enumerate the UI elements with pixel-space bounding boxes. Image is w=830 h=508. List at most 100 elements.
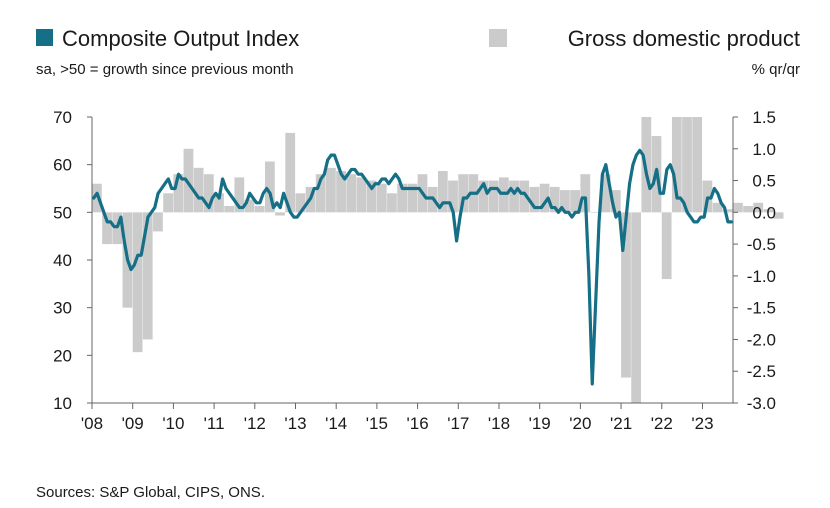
left-tick-label: 30 <box>53 299 72 318</box>
right-tick-label: -1.5 <box>747 299 776 318</box>
x-tick-label: '12 <box>244 414 266 433</box>
gdp-bar <box>488 180 499 213</box>
gdp-bar <box>763 209 774 213</box>
gdp-bar <box>560 190 570 213</box>
gdp-bar <box>356 177 367 213</box>
x-axis-ticks: '08 '09 '10 '11 '12 '13 '14 '15 '16 '17 '18 '19 '20 '… <box>81 403 714 433</box>
bar-legend-swatch <box>489 29 507 47</box>
gdp-bar <box>285 132 296 213</box>
right-tick-label: -3.0 <box>747 394 776 413</box>
gdp-bar <box>682 117 692 213</box>
left-tick-label: 40 <box>53 251 72 270</box>
line-legend-subtitle: sa, >50 = growth since previous month <box>36 61 294 78</box>
gdp-bar <box>397 183 408 213</box>
gdp-bar <box>214 193 224 213</box>
gdp-bar <box>621 212 631 378</box>
source-note: Sources: S&P Global, CIPS, ONS. <box>36 484 265 501</box>
x-tick-label: '09 <box>122 414 144 433</box>
line-legend-swatch <box>36 29 53 46</box>
bar-legend-label: Gross domestic product <box>568 26 800 51</box>
right-axis-ticks: 1.5 1.0 0.5 0.0 -0.5 -1.0 -1.5 -2.0 -2.5 -3.0 <box>733 108 776 413</box>
x-tick-label: '10 <box>162 414 184 433</box>
gdp-bar <box>610 190 621 213</box>
x-tick-label: '23 <box>691 414 713 433</box>
bar-legend-subtitle: % qr/qr <box>752 61 800 78</box>
gdp-bar <box>448 180 458 213</box>
gdp-bar <box>407 183 418 213</box>
gdp-bar <box>193 167 204 213</box>
gdp-bar <box>315 174 326 213</box>
gdp-bar <box>539 183 550 213</box>
gdp-bar <box>529 186 540 213</box>
x-tick-label: '17 <box>447 414 469 433</box>
gdp-bar <box>183 148 194 213</box>
gdp-bar <box>163 193 173 213</box>
right-tick-label: 0.0 <box>752 203 776 222</box>
gdp-bar <box>366 180 377 213</box>
gdp-bar <box>437 171 448 213</box>
pmi-line <box>92 148 733 386</box>
gdp-bar <box>570 190 580 213</box>
right-tick-label: -2.0 <box>747 330 776 349</box>
left-tick-label: 60 <box>53 156 72 175</box>
pmi-line-group <box>92 148 733 386</box>
left-tick-label: 50 <box>53 203 72 222</box>
gdp-bar <box>458 174 469 213</box>
gdp-bar <box>590 212 601 213</box>
right-tick-label: -0.5 <box>747 235 776 254</box>
gdp-bar <box>173 174 184 213</box>
x-tick-label: '15 <box>366 414 388 433</box>
gdp-bar <box>234 177 245 213</box>
left-tick-label: 10 <box>53 394 72 413</box>
x-tick-label: '20 <box>569 414 591 433</box>
line-legend-label: Composite Output Index <box>62 26 299 51</box>
left-axis-ticks: 70 60 50 40 30 20 10 <box>53 108 92 413</box>
gdp-bar <box>600 174 611 213</box>
left-tick-label: 70 <box>53 108 72 127</box>
gdp-bar <box>712 202 723 213</box>
gdp-bar <box>244 199 255 213</box>
gdp-bar <box>692 117 703 213</box>
gdp-bar <box>549 186 560 213</box>
gdp-bar <box>387 193 397 213</box>
gdp-bar <box>132 212 143 353</box>
gdp-bar <box>733 202 743 213</box>
gdp-bar <box>722 209 733 213</box>
right-tick-label: -2.5 <box>747 362 776 381</box>
gdp-bar <box>478 180 489 213</box>
right-tick-label: -1.0 <box>747 267 776 286</box>
gdp-bar <box>509 180 519 213</box>
gdp-bar <box>519 180 530 213</box>
gdp-bar <box>743 205 753 213</box>
gdp-bar <box>671 117 682 213</box>
gdp-bar <box>580 174 591 213</box>
right-tick-label: 0.5 <box>752 172 776 191</box>
x-tick-label: '11 <box>204 414 225 433</box>
gdp-bar <box>224 205 235 213</box>
x-tick-label: '21 <box>610 414 632 433</box>
gdp-bar <box>326 167 336 213</box>
x-tick-label: '18 <box>488 414 510 433</box>
gdp-bar <box>102 212 112 245</box>
gdp-bar <box>661 212 672 280</box>
gdp-bar <box>346 174 357 213</box>
gdp-bar <box>376 183 387 213</box>
x-tick-label: '22 <box>651 414 673 433</box>
gdp-bar <box>142 212 153 340</box>
x-tick-label: '16 <box>407 414 429 433</box>
gdp-bar <box>753 202 764 213</box>
gdp-bar <box>254 205 265 213</box>
gdp-bar <box>631 212 642 403</box>
right-tick-label: 1.5 <box>752 108 776 127</box>
x-tick-label: '19 <box>529 414 551 433</box>
left-tick-label: 20 <box>53 346 72 365</box>
x-tick-label: '13 <box>284 414 306 433</box>
gdp-bars <box>92 117 784 403</box>
gdp-bar <box>773 212 784 219</box>
gdp-bar <box>92 183 102 213</box>
gdp-bar <box>275 212 285 216</box>
gdp-bar <box>153 212 163 232</box>
gdp-bar <box>336 171 346 213</box>
gdp-bar <box>295 193 306 213</box>
